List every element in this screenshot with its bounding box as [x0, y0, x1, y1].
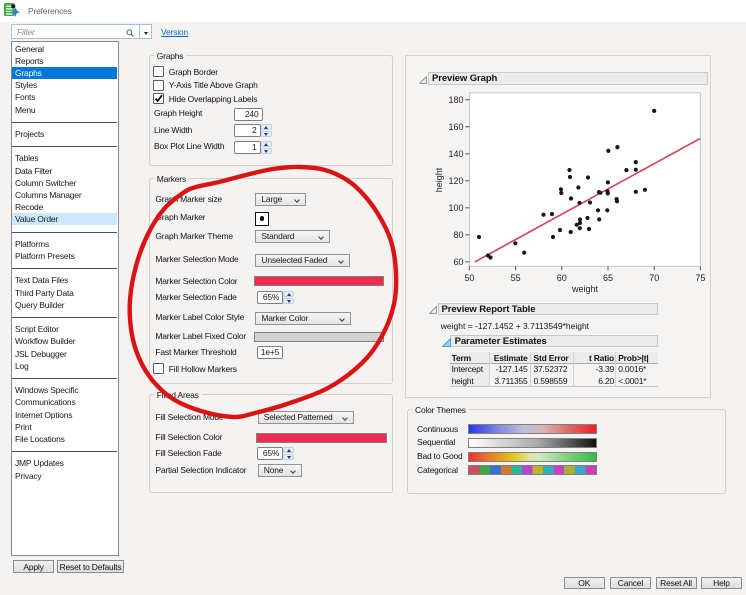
svg-text:100: 100	[448, 203, 463, 213]
svg-text:60: 60	[557, 273, 567, 283]
svg-text:80: 80	[453, 230, 463, 240]
svg-text:60: 60	[453, 257, 463, 267]
svg-text:160: 160	[448, 122, 463, 132]
svg-text:75: 75	[695, 273, 705, 283]
svg-text:65: 65	[603, 273, 613, 283]
svg-text:70: 70	[649, 273, 659, 283]
svg-text:180: 180	[448, 95, 463, 105]
svg-text:height: height	[434, 167, 444, 192]
svg-text:50: 50	[464, 273, 474, 283]
svg-text:55: 55	[511, 273, 521, 283]
svg-text:140: 140	[448, 149, 463, 159]
svg-text:120: 120	[448, 176, 463, 186]
svg-text:weight: weight	[571, 284, 599, 294]
